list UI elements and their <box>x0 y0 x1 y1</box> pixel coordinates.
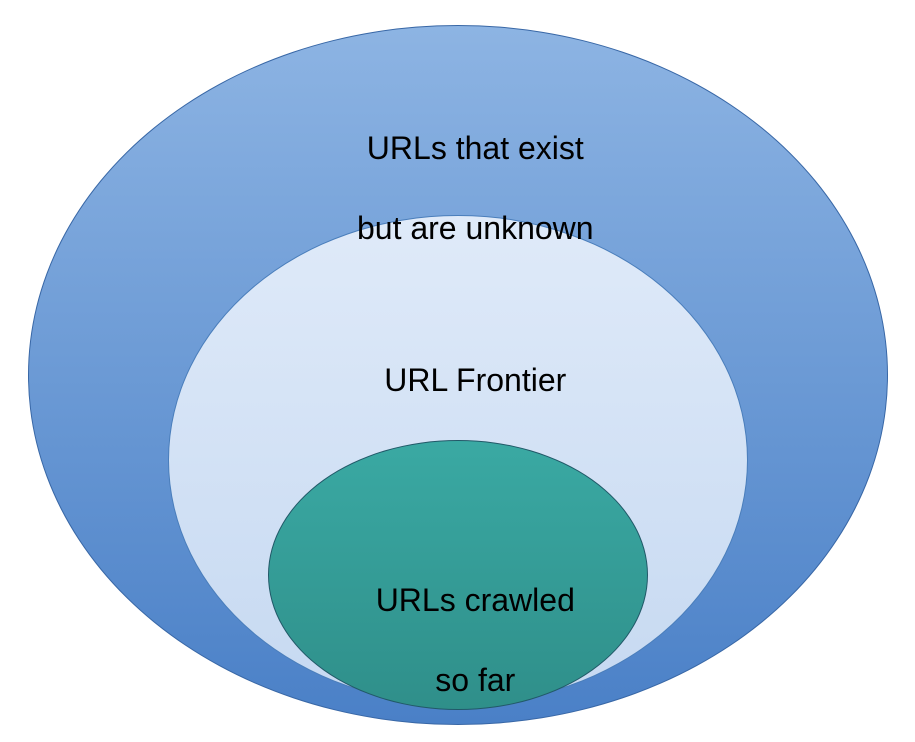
outer-label-line2: but are unknown <box>357 210 594 246</box>
middle-label: URL Frontier <box>0 320 915 440</box>
inner-label: URLs crawled so far <box>0 540 915 740</box>
outer-label-line1: URLs that exist <box>367 130 584 166</box>
diagram-stage: URLs that exist but are unknown URL Fron… <box>0 0 915 742</box>
inner-label-line1: URLs crawled <box>376 582 575 618</box>
outer-label: URLs that exist but are unknown <box>0 88 915 288</box>
middle-label-line1: URL Frontier <box>384 362 566 398</box>
inner-label-line2: so far <box>435 662 515 698</box>
